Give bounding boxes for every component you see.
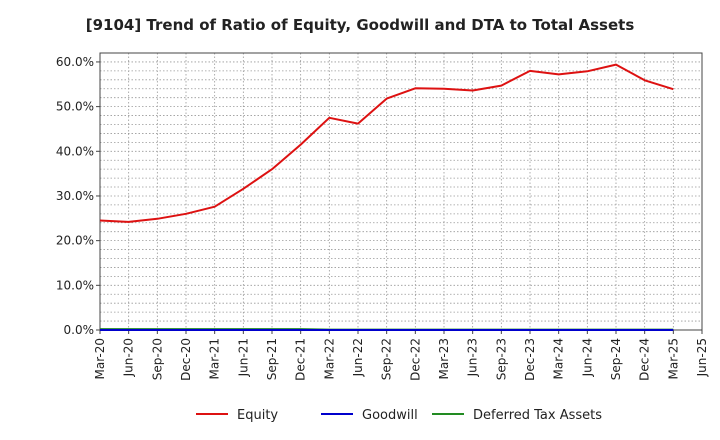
x-tick-label: Mar-21 xyxy=(208,338,222,379)
x-tick-label: Sep-21 xyxy=(265,338,279,380)
x-tick-label: Jun-23 xyxy=(466,338,480,377)
x-tick-label: Mar-24 xyxy=(552,338,566,379)
x-tick-label: Dec-20 xyxy=(179,338,193,381)
x-tick-label: Sep-22 xyxy=(380,338,394,380)
x-tick-label: Dec-23 xyxy=(523,338,537,381)
y-tick-label: 30.0% xyxy=(56,189,94,203)
x-tick-label: Dec-21 xyxy=(294,338,308,381)
y-tick-label: 10.0% xyxy=(56,278,94,292)
y-tick-label: 40.0% xyxy=(56,144,94,158)
y-tick-label: 0.0% xyxy=(64,323,95,337)
x-tick-label: Mar-23 xyxy=(437,338,451,379)
y-tick-label: 50.0% xyxy=(56,100,94,114)
x-tick-label: Jun-20 xyxy=(122,338,136,377)
x-tick-label: Jun-24 xyxy=(580,338,594,377)
x-tick-label: Jun-21 xyxy=(236,338,250,377)
series-lines xyxy=(99,63,674,331)
legend-label: Deferred Tax Assets xyxy=(473,408,602,423)
plot-frame xyxy=(99,52,703,331)
legend-label: Goodwill xyxy=(362,408,418,423)
grid-lines xyxy=(100,53,702,330)
x-tick-label: Sep-20 xyxy=(150,338,164,380)
series-line-equity xyxy=(99,63,674,223)
x-tick-label: Sep-23 xyxy=(494,338,508,380)
x-tick-label: Mar-25 xyxy=(666,338,680,379)
x-axis: Mar-20 Jun-20 Sep-20 Dec-20 Mar-21 Jun-21 Sep-… xyxy=(93,330,709,381)
legend: Equity Goodwill Deferred Tax Assets xyxy=(196,408,602,423)
legend-label: Equity xyxy=(237,408,278,423)
y-tick-label: 60.0% xyxy=(56,55,94,69)
y-axis: 0.0% 10.0% 20.0% 30.0% 40.0% 50.0% 60.0% xyxy=(56,55,100,337)
x-tick-label: Mar-22 xyxy=(322,338,336,379)
x-tick-label: Jun-25 xyxy=(695,338,709,377)
x-tick-label: Mar-20 xyxy=(93,338,107,379)
chart-title: [9104] Trend of Ratio of Equity, Goodwil… xyxy=(86,16,635,34)
x-tick-label: Dec-22 xyxy=(408,338,422,381)
x-tick-label: Dec-24 xyxy=(638,338,652,381)
x-tick-label: Jun-22 xyxy=(351,338,365,377)
y-tick-label: 20.0% xyxy=(56,234,94,248)
x-tick-label: Sep-24 xyxy=(609,338,623,380)
